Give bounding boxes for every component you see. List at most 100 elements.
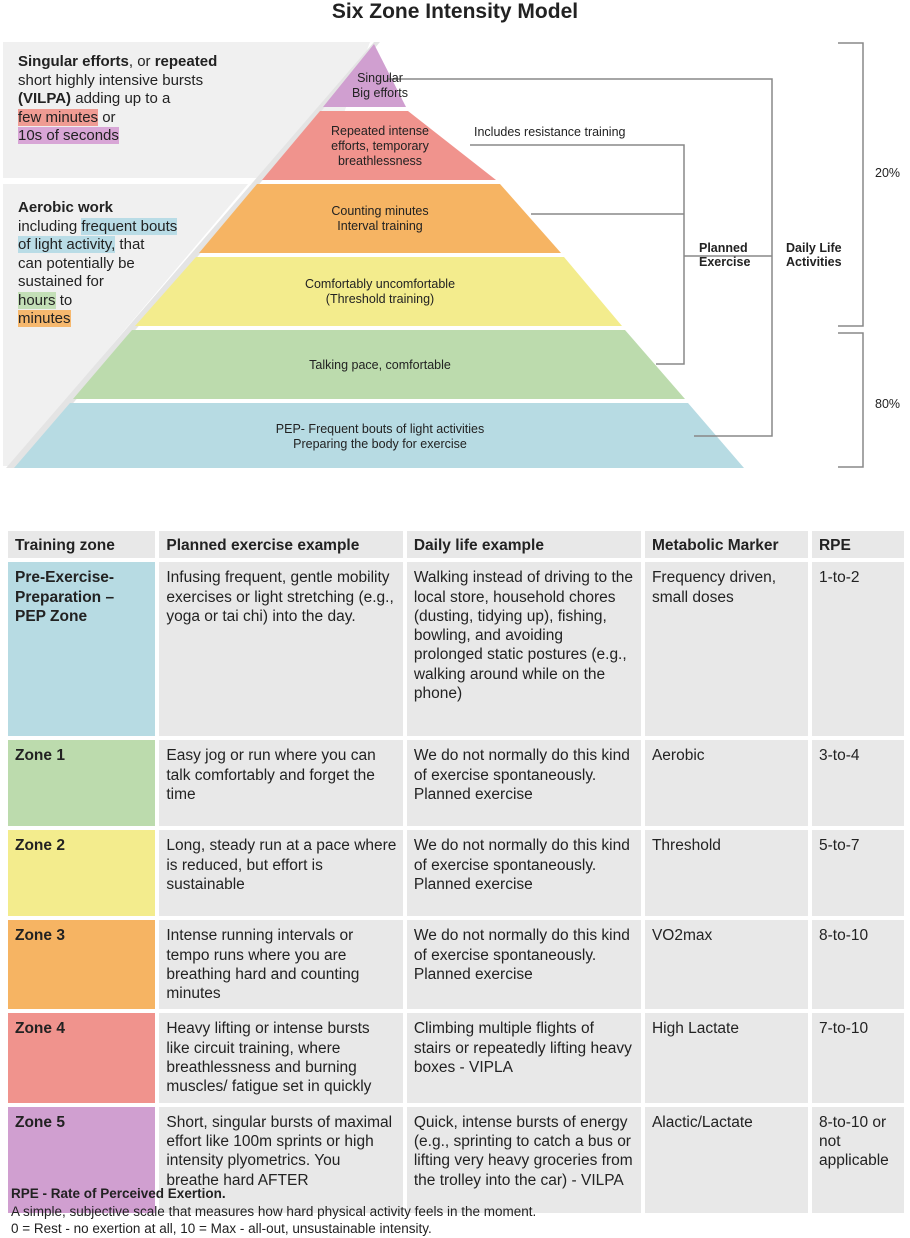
pyramid-label-talking: Talking pace, comfortable — [230, 358, 530, 373]
pyramid-label-line: Interval training — [337, 219, 423, 233]
pyramid-label-line: efforts, temporary — [331, 139, 429, 153]
top-note-l2: short highly intensive bursts — [18, 71, 204, 89]
header-metabolic-marker: Metabolic Marker — [644, 531, 808, 559]
pyramid-diagram — [3, 42, 864, 468]
pyramid-label-line: breathlessness — [337, 154, 423, 168]
pyramid-label-line: Preparing the body for exercise — [293, 437, 467, 451]
percent-20-label: 20% — [875, 166, 901, 180]
table-row: Zone 4 Heavy lifting or intense bursts l… — [8, 1013, 904, 1103]
pyramid-band-threshold — [135, 257, 622, 326]
pyramid-label-line: Big efforts — [351, 86, 409, 100]
pyramid-band-pep — [14, 403, 744, 468]
daily-life-cell: Walking instead of driving to the local … — [406, 562, 641, 737]
header-planned-exercise: Planned exercise example — [159, 531, 403, 559]
bracket-20-percent — [838, 42, 864, 327]
pyramid-label-repeated: Repeated intense efforts, temporary brea… — [290, 124, 470, 169]
metabolic-marker-cell: VO2max — [644, 920, 808, 1010]
bottom-note-l3b: that — [115, 236, 145, 253]
daily-life-cell: We do not normally do this kind of exerc… — [406, 830, 641, 917]
bracket-80-percent — [838, 332, 864, 468]
bottom-note-l2b: frequent bouts — [81, 217, 178, 235]
resistance-training-note: Includes resistance training — [474, 125, 626, 139]
metabolic-marker-cell: Threshold — [644, 830, 808, 917]
top-note-l5: 10s of seconds — [18, 127, 119, 144]
top-note-l3b: adding up to a — [71, 90, 171, 107]
pyramid-label-line: (Threshold training) — [325, 292, 435, 306]
daily-life-activities-label: Daily Life Activities — [786, 241, 842, 269]
pyramid-label-line: Counting minutes — [331, 204, 429, 218]
pyramid-label-line: Talking pace, comfortable — [309, 358, 451, 372]
pyramid-band-repeated — [262, 111, 496, 180]
daily-life-cell: Climbing multiple flights of stairs or r… — [406, 1013, 641, 1103]
zone-name-cell: Zone 3 — [8, 920, 156, 1010]
zone-name-cell: Zone 4 — [8, 1013, 156, 1103]
top-note-l3a: (VILPA) — [18, 90, 72, 107]
table-row: Zone 1 Easy jog or run where you can tal… — [8, 740, 904, 827]
rpe-cell: 5-to-7 — [811, 830, 904, 917]
pyramid-band-talking — [73, 330, 685, 399]
top-note-l4b: or — [98, 108, 116, 126]
metabolic-marker-cell: High Lactate — [644, 1013, 808, 1103]
planned-exercise-line2: Exercise — [699, 255, 751, 269]
metabolic-marker-cell: Alactic/Lactate — [644, 1106, 808, 1213]
training-zone-table: Training zone Planned exercise example D… — [4, 527, 908, 1217]
rpe-cell: 7-to-10 — [811, 1013, 904, 1103]
planned-exercise-cell: Long, steady run at a pace where is redu… — [159, 830, 403, 917]
pyramid-bevel — [6, 42, 380, 468]
planned-exercise-line1: Planned — [699, 241, 748, 255]
rpe-cell: 1-to-2 — [811, 562, 904, 737]
connector-daily-life — [388, 78, 773, 437]
top-note: Singular efforts, or repeated short high… — [18, 53, 318, 146]
planned-exercise-cell: Infusing frequent, gentle mobility exerc… — [159, 562, 403, 737]
pyramid-label-threshold: Comfortably uncomfortable (Threshold tra… — [230, 277, 530, 307]
table-header-row: Training zone Planned exercise example D… — [8, 531, 904, 559]
pyramid-label-line: Singular — [357, 71, 403, 85]
metabolic-marker-cell: Frequency driven, small doses — [644, 562, 808, 737]
table-row: Zone 3 Intense running intervals or temp… — [8, 920, 904, 1010]
metabolic-marker-cell: Aerobic — [644, 740, 808, 827]
table-row: Zone 5 Short, singular bursts of maximal… — [8, 1106, 904, 1213]
pyramid-label-counting: Counting minutes Interval training — [260, 204, 500, 234]
table-row: Pre-Exercise-Preparation – PEP Zone Infu… — [8, 562, 904, 737]
zone-name-cell: Pre-Exercise-Preparation – PEP Zone — [8, 562, 156, 737]
pyramid-label-line: Comfortably uncomfortable — [304, 277, 456, 291]
bottom-note-l6b: to — [55, 291, 73, 309]
planned-exercise-cell: Heavy lifting or intense bursts like cir… — [159, 1013, 403, 1103]
percent-80-label: 80% — [875, 397, 901, 411]
rpe-footnote: RPE - Rate of Perceived Exertion. A simp… — [11, 1185, 536, 1238]
connector-planned — [470, 144, 685, 365]
pyramid-label-pep: PEP- Frequent bouts of light activities … — [200, 422, 560, 452]
pyramid-label-line: Repeated intense — [331, 124, 429, 138]
bottom-note-l4: can potentially be — [18, 254, 135, 272]
header-rpe: RPE — [811, 531, 904, 559]
page-title: Six Zone Intensity Model — [331, 0, 579, 23]
daily-life-cell: We do not normally do this kind of exerc… — [406, 920, 641, 1010]
rpe-cell: 3-to-4 — [811, 740, 904, 827]
pyramid-label-line: PEP- Frequent bouts of light activities — [275, 422, 485, 436]
bottom-note-l7: minutes — [18, 310, 71, 327]
bottom-note-panel — [3, 184, 248, 466]
header-training-zone: Training zone — [8, 531, 156, 559]
daily-life-line1: Daily Life — [786, 241, 842, 255]
daily-life-line2: Activities — [786, 255, 842, 269]
planned-exercise-cell: Intense running intervals or tempo runs … — [159, 920, 403, 1010]
zone-name-cell: Zone 5 — [8, 1106, 156, 1213]
zone-name-cell: Zone 1 — [8, 740, 156, 827]
footnote-line1: A simple, subjective scale that measures… — [11, 1203, 537, 1219]
daily-life-cell: Quick, intense bursts of energy (e.g., s… — [406, 1106, 641, 1213]
top-note-panel — [3, 42, 370, 178]
planned-exercise-cell: Easy jog or run where you can talk comfo… — [159, 740, 403, 827]
planned-exercise-label: Planned Exercise — [699, 241, 750, 269]
top-note-l4a: few minutes — [18, 108, 99, 126]
header-daily-life: Daily life example — [406, 531, 641, 559]
top-note-l1a: Singular efforts — [18, 53, 129, 70]
top-note-l1b: , or — [128, 53, 155, 70]
pyramid-band-counting — [199, 184, 561, 253]
pyramid-label-singular: Singular Big efforts — [320, 71, 440, 101]
pyramid-band-singular — [323, 44, 406, 107]
top-note-l1c: repeated — [154, 53, 218, 70]
rpe-cell: 8-to-10 — [811, 920, 904, 1010]
planned-exercise-cell: Short, singular bursts of maximal effort… — [159, 1106, 403, 1213]
footnote-line2: 0 = Rest - no exertion at all, 10 = Max … — [11, 1221, 432, 1236]
bottom-note-l5: sustained for — [18, 273, 104, 290]
